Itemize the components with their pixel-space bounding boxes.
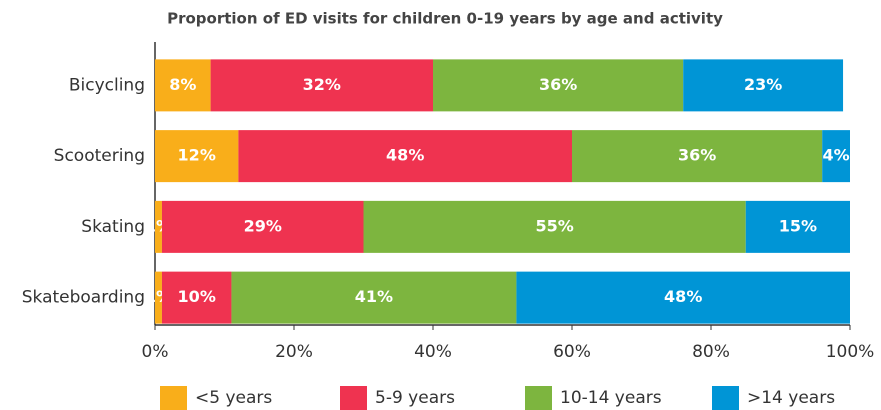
- x-tick-label: 0%: [142, 342, 169, 362]
- legend-label: 5-9 years: [375, 388, 455, 408]
- bar-segment: [161, 200, 364, 253]
- category-label: Skating: [81, 217, 145, 237]
- value-label: 12%: [178, 146, 216, 165]
- legend-swatch: [712, 386, 739, 410]
- value-label: 36%: [678, 146, 716, 165]
- bar-segment: [516, 271, 850, 324]
- legend-swatch: [160, 386, 187, 410]
- legend-label: 10-14 years: [560, 388, 662, 408]
- x-tick-label: 100%: [826, 342, 875, 362]
- x-tick-label: 20%: [275, 342, 313, 362]
- bar-segment: [683, 59, 844, 112]
- legend-label: >14 years: [747, 388, 835, 408]
- bar-segment: [433, 59, 684, 112]
- bar-segment: [572, 130, 823, 183]
- category-label: Bicycling: [69, 75, 145, 95]
- category-label: Scootering: [54, 146, 145, 166]
- x-tick-label: 80%: [692, 342, 730, 362]
- value-label: 32%: [303, 75, 341, 94]
- value-label: 55%: [535, 216, 573, 235]
- bar-segment: [155, 59, 211, 112]
- value-label: 29%: [244, 216, 282, 235]
- value-label: 36%: [539, 75, 577, 94]
- value-label: 10%: [178, 287, 216, 306]
- legend-swatch: [525, 386, 552, 410]
- bar-segment: [155, 271, 162, 324]
- x-tick-label: 60%: [553, 342, 591, 362]
- category-label: Skateboarding: [22, 288, 145, 308]
- x-tick-label: 40%: [414, 342, 452, 362]
- value-label: 4%: [823, 146, 850, 165]
- bar-segment: [210, 59, 433, 112]
- bar-segment: [238, 130, 572, 183]
- legend-swatch: [340, 386, 367, 410]
- value-label: 48%: [664, 287, 702, 306]
- bar-segment: [155, 200, 162, 253]
- bar-segment: [161, 271, 232, 324]
- value-label: 8%: [169, 75, 196, 94]
- value-label: 23%: [744, 75, 782, 94]
- bar-segment: [155, 130, 239, 183]
- bar-segment: [745, 200, 850, 253]
- value-label: 48%: [386, 146, 424, 165]
- bar-segment: [363, 200, 746, 253]
- legend-label: <5 years: [195, 388, 272, 408]
- value-label: 41%: [355, 287, 393, 306]
- bar-segment: [822, 130, 850, 183]
- value-label: 15%: [779, 216, 817, 235]
- chart-title: Proportion of ED visits for children 0-1…: [167, 10, 723, 28]
- bar-segment: [231, 271, 517, 324]
